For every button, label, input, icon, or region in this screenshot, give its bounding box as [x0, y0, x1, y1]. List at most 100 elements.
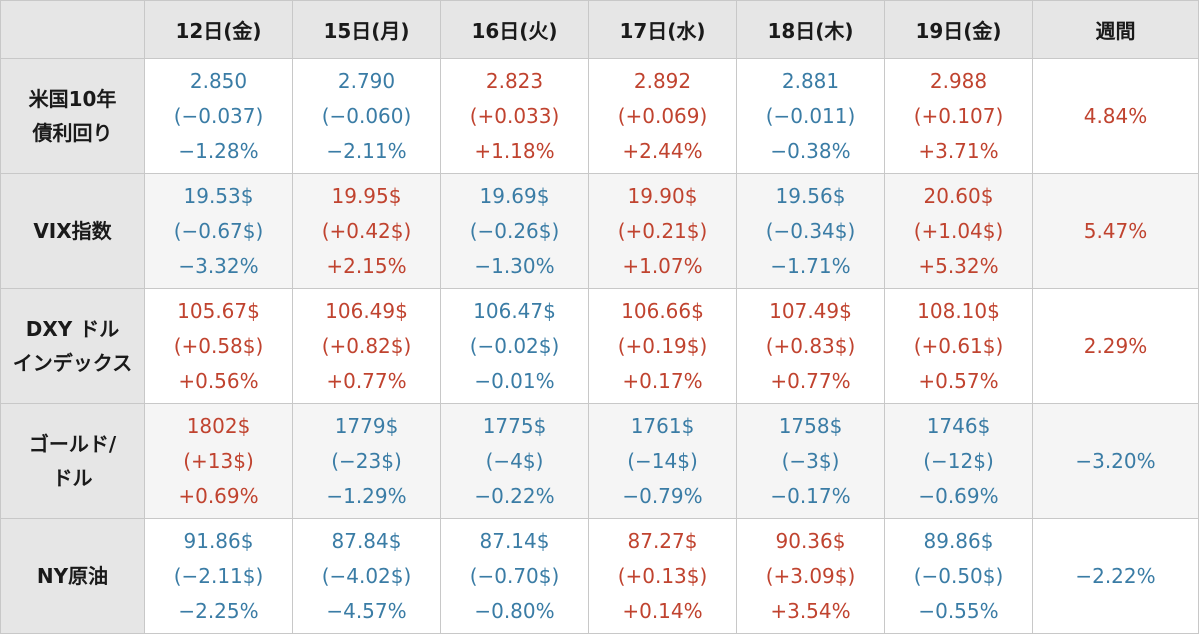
table-row: NY原油 91.86$ (−2.11$) −2.25% 87.84$ (−4.02$) −4… — [0, 518, 1199, 634]
cell-value: 1775$ — [482, 413, 547, 438]
cell-change: (−0.70$) — [469, 563, 560, 588]
cell-pct: −2.25% — [178, 598, 259, 623]
row-label: 米国10年債利回り — [0, 58, 145, 174]
cell-change: (+0.83$) — [765, 333, 856, 358]
cell-pct: +5.32% — [918, 253, 999, 278]
cell-pct: −3.32% — [178, 253, 259, 278]
cell-pct: −1.71% — [770, 253, 851, 278]
table-row: 米国10年 債利回り 2.850 (−0.037) −1.28% 2.790 (−0.060… — [0, 58, 1199, 174]
cell-value: 89.86$ — [923, 528, 994, 553]
cell-value: 87.14$ — [479, 528, 550, 553]
cell-value: 90.36$ — [775, 528, 846, 553]
cell-value: 108.10$ — [917, 298, 1000, 323]
cell-value: 1802$ — [186, 413, 251, 438]
value-cell: 19.90$ (+0.21$) +1.07% — [588, 173, 737, 289]
cell-value: 19.90$ — [627, 183, 698, 208]
weekly-change: −3.20% — [1075, 449, 1156, 473]
value-cell: 19.56$ (−0.34$) −1.71% — [736, 173, 885, 289]
weekly-change: 5.47% — [1083, 219, 1148, 243]
cell-change: (+0.13$) — [617, 563, 708, 588]
cell-pct: −0.22% — [474, 483, 555, 508]
value-cell: 1779$ (−23$) −1.29% — [292, 403, 441, 519]
table-row: ゴールド/ドル 1802$ (+13$) +0.69% 1779$ (−23$) −1.29… — [0, 403, 1199, 519]
value-cell: 106.66$ (+0.19$) +0.17% — [588, 288, 737, 404]
weekly-cell: 2.29% — [1032, 288, 1199, 404]
row-label-line: 米国10年 — [28, 87, 117, 111]
cell-change: (−2.11$) — [173, 563, 264, 588]
cell-pct: −2.11% — [326, 138, 407, 163]
day-header: 15日(月) — [292, 0, 441, 59]
row-label-line: DXY ドル — [25, 317, 120, 341]
row-label-line: VIX指数 — [33, 219, 112, 243]
cell-pct: −0.17% — [770, 483, 851, 508]
cell-change: (−0.34$) — [765, 218, 856, 243]
weekly-change: 4.84% — [1083, 104, 1148, 128]
cell-value: 107.49$ — [769, 298, 852, 323]
cell-change: (−4.02$) — [321, 563, 412, 588]
cell-change: (−0.67$) — [173, 218, 264, 243]
cell-change: (+0.61$) — [913, 333, 1004, 358]
day-header: 18日(木) — [736, 0, 885, 59]
value-cell: 87.14$ (−0.70$) −0.80% — [440, 518, 589, 634]
value-cell: 2.790 (−0.060) −2.11% — [292, 58, 441, 174]
cell-value: 20.60$ — [923, 183, 994, 208]
cell-pct: +0.69% — [178, 483, 259, 508]
cell-value: 105.67$ — [177, 298, 260, 323]
cell-change: (+0.107) — [913, 103, 1004, 128]
value-cell: 2.892 (+0.069) +2.44% — [588, 58, 737, 174]
value-cell: 1802$ (+13$) +0.69% — [144, 403, 293, 519]
row-label-line: ゴールド/ — [28, 432, 117, 456]
cell-pct: +1.18% — [474, 138, 555, 163]
value-cell: 89.86$ (−0.50$) −0.55% — [884, 518, 1033, 634]
weekly-cell: 4.84% — [1032, 58, 1199, 174]
value-cell: 2.850 (−0.037) −1.28% — [144, 58, 293, 174]
row-label: ゴールド/ドル — [0, 403, 145, 519]
cell-pct: +0.17% — [622, 368, 703, 393]
table-row: DXY ドル インデックス 105.67$ (+0.58$) +0.56% 106.49$… — [0, 288, 1199, 404]
weekly-change: −2.22% — [1075, 564, 1156, 588]
cell-value: 1779$ — [334, 413, 399, 438]
cell-value: 2.892 — [633, 68, 692, 93]
value-cell: 105.67$ (+0.58$) +0.56% — [144, 288, 293, 404]
cell-change: (+1.04$) — [913, 218, 1004, 243]
cell-pct: −1.29% — [326, 483, 407, 508]
value-cell: 91.86$ (−2.11$) −2.25% — [144, 518, 293, 634]
cell-pct: +1.07% — [622, 253, 703, 278]
cell-value: 87.27$ — [627, 528, 698, 553]
cell-pct: −0.38% — [770, 138, 851, 163]
cell-value: 19.69$ — [479, 183, 550, 208]
cell-pct: −4.57% — [326, 598, 407, 623]
value-cell: 90.36$ (+3.09$) +3.54% — [736, 518, 885, 634]
cell-change: (+0.19$) — [617, 333, 708, 358]
day-header: 19日(金) — [884, 0, 1033, 59]
cell-change: (−12$) — [923, 448, 994, 473]
cell-value: 1761$ — [630, 413, 695, 438]
value-cell: 2.988 (+0.107) +3.71% — [884, 58, 1033, 174]
weekly-header: 週間 — [1032, 0, 1199, 59]
cell-change: (−0.037) — [173, 103, 264, 128]
cell-change: (−23$) — [331, 448, 402, 473]
day-header: 12日(金) — [144, 0, 293, 59]
value-cell: 87.27$ (+0.13$) +0.14% — [588, 518, 737, 634]
value-cell: 106.49$ (+0.82$) +0.77% — [292, 288, 441, 404]
row-label-line: NY原油 — [36, 564, 109, 588]
cell-change: (+0.42$) — [321, 218, 412, 243]
value-cell: 1775$ (−4$) −0.22% — [440, 403, 589, 519]
table-row: VIX指数 19.53$ (−0.67$) −3.32% 19.95$ (+0.42$) +… — [0, 173, 1199, 289]
cell-pct: +2.44% — [622, 138, 703, 163]
value-cell: 1758$ (−3$) −0.17% — [736, 403, 885, 519]
row-label: NY原油 — [0, 518, 145, 634]
cell-pct: −0.69% — [918, 483, 999, 508]
cell-pct: −1.30% — [474, 253, 555, 278]
cell-pct: +2.15% — [326, 253, 407, 278]
cell-change: (−0.060) — [321, 103, 412, 128]
row-label-line: 債利回り — [32, 121, 113, 145]
value-cell: 2.881 (−0.011) −0.38% — [736, 58, 885, 174]
value-cell: 87.84$ (−4.02$) −4.57% — [292, 518, 441, 634]
cell-pct: +0.57% — [918, 368, 999, 393]
cell-value: 1758$ — [778, 413, 843, 438]
cell-value: 2.988 — [929, 68, 988, 93]
cell-pct: +3.54% — [770, 598, 851, 623]
row-label: VIX指数 — [0, 173, 145, 289]
cell-change: (−3$) — [781, 448, 840, 473]
